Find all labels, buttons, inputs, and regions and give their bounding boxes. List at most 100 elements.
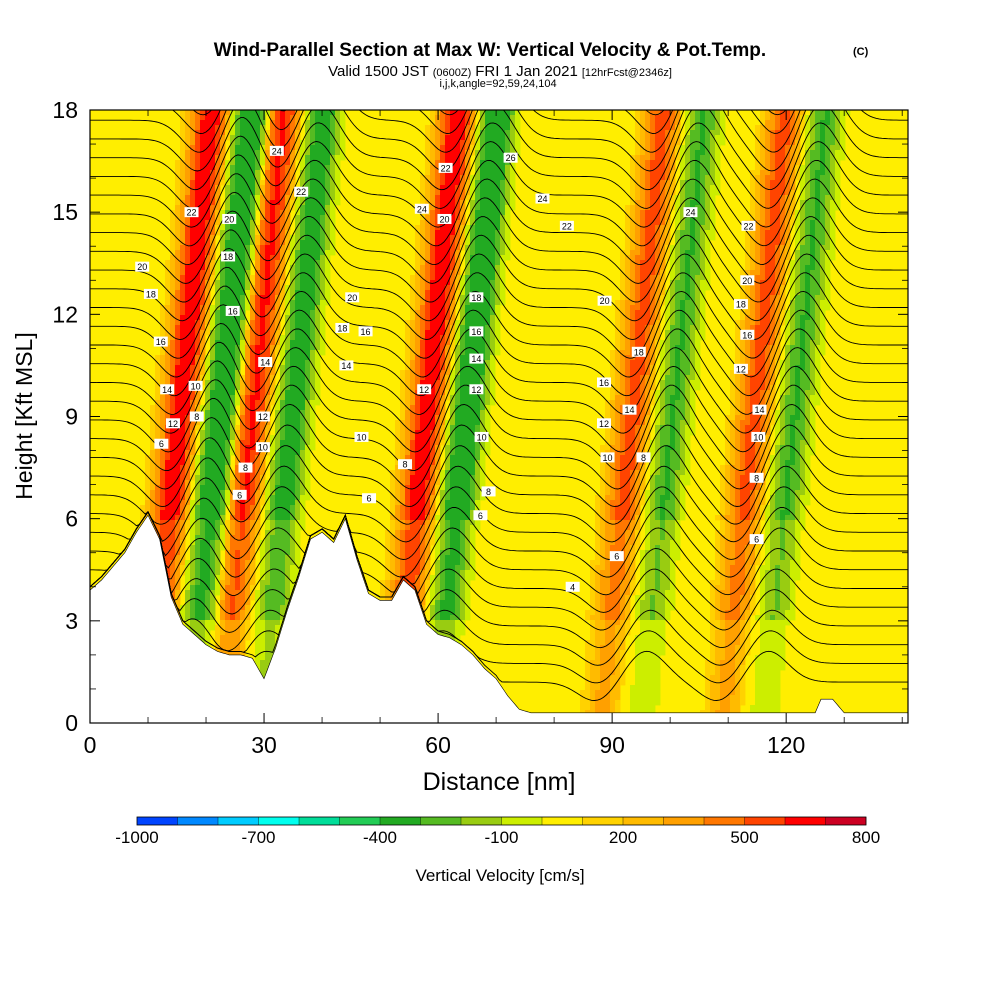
velocity-cell [215, 490, 221, 496]
velocity-cell [265, 185, 271, 191]
velocity-cell [215, 580, 221, 586]
velocity-cell [210, 540, 216, 546]
velocity-cell [275, 125, 281, 131]
velocity-cell [325, 200, 331, 206]
velocity-cell [260, 290, 266, 296]
velocity-cell [260, 670, 266, 676]
velocity-cell [415, 260, 421, 266]
velocity-cell [305, 235, 311, 241]
velocity-cell [240, 485, 246, 491]
velocity-cell [315, 375, 321, 381]
velocity-cell [230, 420, 236, 426]
velocity-cell [330, 170, 336, 176]
velocity-cell [290, 565, 296, 571]
velocity-cell [205, 545, 211, 551]
velocity-cell [225, 650, 231, 656]
velocity-cell [155, 480, 161, 486]
velocity-cell [290, 525, 296, 531]
velocity-cell [190, 320, 196, 326]
velocity-cell [275, 580, 281, 586]
velocity-cell [280, 305, 286, 311]
velocity-cell [410, 385, 416, 391]
velocity-cell [420, 415, 426, 421]
velocity-cell [205, 430, 211, 436]
velocity-cell [205, 635, 211, 641]
velocity-cell [315, 200, 321, 206]
velocity-cell [190, 465, 196, 471]
velocity-cell [430, 235, 436, 241]
velocity-cell [260, 425, 266, 431]
velocity-cell [405, 370, 411, 376]
velocity-cell [260, 615, 266, 621]
velocity-cell [185, 450, 191, 456]
velocity-cell [195, 480, 201, 486]
velocity-cell [230, 440, 236, 446]
velocity-cell [185, 180, 191, 186]
velocity-cell [285, 410, 291, 416]
velocity-cell [250, 120, 256, 126]
velocity-cell [195, 585, 201, 591]
velocity-cell [180, 470, 186, 476]
velocity-cell [270, 195, 276, 201]
velocity-cell [445, 540, 451, 546]
velocity-cell [175, 480, 181, 486]
velocity-cell [230, 595, 236, 601]
velocity-cell [165, 380, 171, 386]
velocity-cell [290, 340, 296, 346]
subtitle-zulu: (0600Z) [433, 67, 472, 79]
velocity-cell [225, 300, 231, 306]
velocity-cell [255, 600, 261, 606]
velocity-cell [305, 445, 311, 451]
velocity-cell [445, 135, 451, 141]
velocity-cell [220, 455, 226, 461]
velocity-cell [240, 480, 246, 486]
velocity-cell [215, 220, 221, 226]
velocity-cell [160, 535, 166, 541]
velocity-cell [250, 380, 256, 386]
velocity-cell [245, 375, 251, 381]
velocity-cell [425, 225, 431, 231]
velocity-cell [205, 225, 211, 231]
velocity-cell [240, 510, 246, 516]
velocity-cell [230, 115, 236, 121]
velocity-cell [270, 370, 276, 376]
velocity-cell [405, 390, 411, 396]
velocity-cell [180, 370, 186, 376]
velocity-cell [245, 605, 251, 611]
velocity-cell [240, 200, 246, 206]
velocity-cell [290, 115, 296, 121]
velocity-cell [245, 325, 251, 331]
velocity-cell [230, 150, 236, 156]
velocity-cell [300, 525, 306, 531]
velocity-cell [225, 335, 231, 341]
velocity-cell [230, 485, 236, 491]
velocity-cell [240, 545, 246, 551]
velocity-cell [290, 310, 296, 316]
velocity-cell [200, 495, 206, 501]
velocity-cell [245, 155, 251, 161]
velocity-cell [320, 155, 326, 161]
velocity-cell [420, 400, 426, 406]
velocity-cell [200, 265, 206, 271]
velocity-cell [195, 400, 201, 406]
velocity-cell [160, 505, 166, 511]
velocity-cell [300, 470, 306, 476]
velocity-cell [225, 385, 231, 391]
velocity-cell [285, 320, 291, 326]
velocity-cell [185, 325, 191, 331]
velocity-cell [300, 500, 306, 506]
velocity-cell [200, 430, 206, 436]
velocity-cell [270, 245, 276, 251]
velocity-cell [210, 565, 216, 571]
velocity-cell [300, 485, 306, 491]
velocity-cell [230, 335, 236, 341]
velocity-cell [315, 385, 321, 391]
velocity-cell [200, 500, 206, 506]
velocity-cell [260, 365, 266, 371]
velocity-cell [310, 130, 316, 136]
velocity-cell [250, 470, 256, 476]
velocity-cell [225, 210, 231, 216]
velocity-cell [200, 480, 206, 486]
velocity-cell [200, 570, 206, 576]
velocity-cell [425, 235, 431, 241]
